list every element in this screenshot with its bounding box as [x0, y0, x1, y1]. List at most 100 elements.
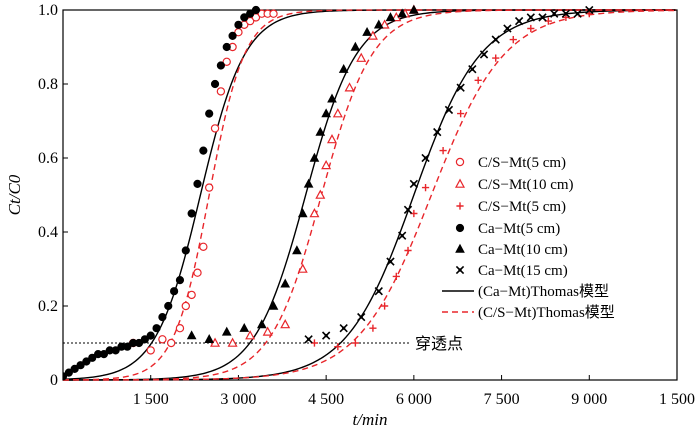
- breakthrough-label: 穿透点: [415, 334, 463, 353]
- data-point: [222, 57, 231, 67]
- data-point-center: [423, 156, 428, 160]
- data-point: [216, 61, 225, 70]
- data-point: [268, 300, 279, 310]
- data-point: [338, 63, 349, 73]
- data-point: [280, 278, 291, 288]
- data-point: [175, 324, 185, 333]
- data-point: [321, 108, 331, 118]
- data-point: [256, 319, 267, 329]
- data-point: [181, 301, 190, 311]
- data-point: [187, 209, 196, 218]
- data-point: [76, 361, 85, 370]
- series-5: [304, 5, 594, 344]
- data-point-center: [459, 86, 463, 90]
- data-point: [303, 178, 314, 188]
- data-point: [175, 276, 185, 285]
- data-point: [492, 54, 500, 62]
- data-point-center: [324, 334, 328, 338]
- legend-marker: [455, 243, 465, 253]
- data-point: [251, 5, 261, 15]
- y-tick-label: 0: [50, 372, 58, 389]
- data-point: [409, 4, 419, 14]
- data-point-center: [342, 326, 346, 330]
- data-point: [170, 287, 179, 296]
- y-tick-label: 0.8: [38, 76, 58, 93]
- data-point: [99, 350, 109, 359]
- x-tick-label: 9 000: [571, 391, 607, 408]
- data-point: [199, 146, 208, 155]
- data-point: [327, 93, 337, 103]
- legend-marker: [454, 178, 466, 188]
- data-point: [140, 335, 149, 344]
- data-point-center: [388, 260, 393, 264]
- x-tick-label: 6 000: [396, 391, 432, 408]
- data-point: [527, 24, 535, 33]
- data-point: [309, 208, 320, 218]
- data-point: [234, 20, 243, 29]
- legend-label: Ca−Mt(10 cm): [478, 242, 568, 258]
- data-point: [262, 326, 273, 336]
- data-point-center: [435, 130, 439, 134]
- data-point: [158, 335, 167, 344]
- data-point: [245, 330, 256, 340]
- data-point: [199, 242, 208, 251]
- data-point: [152, 324, 161, 333]
- data-point: [309, 152, 320, 162]
- data-point: [381, 302, 389, 310]
- y-tick-label: 0.2: [38, 298, 58, 315]
- data-point-center: [470, 67, 474, 71]
- data-point-center: [505, 26, 510, 31]
- data-point: [64, 368, 73, 377]
- data-point: [474, 76, 482, 84]
- y-tick-label: 0.6: [38, 150, 58, 167]
- data-point: [181, 246, 190, 255]
- legend-label: C/S−Mt(5 cm): [478, 155, 566, 171]
- data-point: [82, 357, 91, 366]
- data-point: [334, 343, 342, 351]
- data-point-center: [359, 315, 363, 319]
- data-point: [421, 184, 430, 192]
- data-point: [166, 338, 176, 348]
- legend-label: (C/S−Mt)Thomas模型: [478, 304, 615, 321]
- data-point: [134, 338, 144, 348]
- data-point: [146, 331, 155, 340]
- y-axis-title: Ct/C0: [5, 174, 24, 215]
- data-point-center: [406, 208, 410, 212]
- data-point: [210, 124, 220, 133]
- data-point: [187, 290, 196, 300]
- legend-label: Ca−Mt(5 cm): [478, 221, 560, 237]
- data-point-center: [412, 182, 416, 186]
- legend-label: Ca−Mt(15 cm): [478, 263, 568, 279]
- data-point: [269, 9, 278, 18]
- data-point: [216, 87, 226, 96]
- data-point: [385, 12, 396, 22]
- data-point: [240, 13, 249, 22]
- legend-label: C/S−Mt(5 cm): [478, 199, 566, 215]
- data-point: [356, 52, 367, 62]
- series-4: [186, 4, 419, 343]
- ca-mt-thomas-curve: [63, 9, 676, 380]
- data-point-center: [529, 15, 533, 19]
- legend-marker: [455, 223, 465, 233]
- data-point: [222, 42, 231, 52]
- data-point: [315, 126, 326, 136]
- data-point-center: [377, 289, 381, 293]
- data-point: [373, 19, 384, 29]
- x-tick-label: 3 000: [220, 391, 256, 408]
- x-tick-label: 4 500: [308, 391, 344, 408]
- data-point: [70, 364, 79, 373]
- data-point: [315, 189, 326, 199]
- data-point: [246, 9, 255, 18]
- x-tick-label: 1 500: [133, 391, 169, 408]
- y-tick-labels: 0 0.2 0.4 0.6 0.8 1.0: [38, 2, 58, 389]
- data-point-center: [517, 19, 521, 23]
- data-point: [146, 346, 155, 355]
- data-point: [344, 82, 355, 92]
- data-point-center: [400, 234, 404, 238]
- legend-marker: [455, 157, 465, 167]
- x-tick-label: 1 500: [659, 391, 695, 408]
- cs-mt-thomas-curve: [63, 9, 676, 381]
- y-tick-label: 0.4: [38, 224, 58, 241]
- data-point: [457, 110, 465, 118]
- legend-label: (Ca−Mt)Thomas模型: [478, 283, 609, 300]
